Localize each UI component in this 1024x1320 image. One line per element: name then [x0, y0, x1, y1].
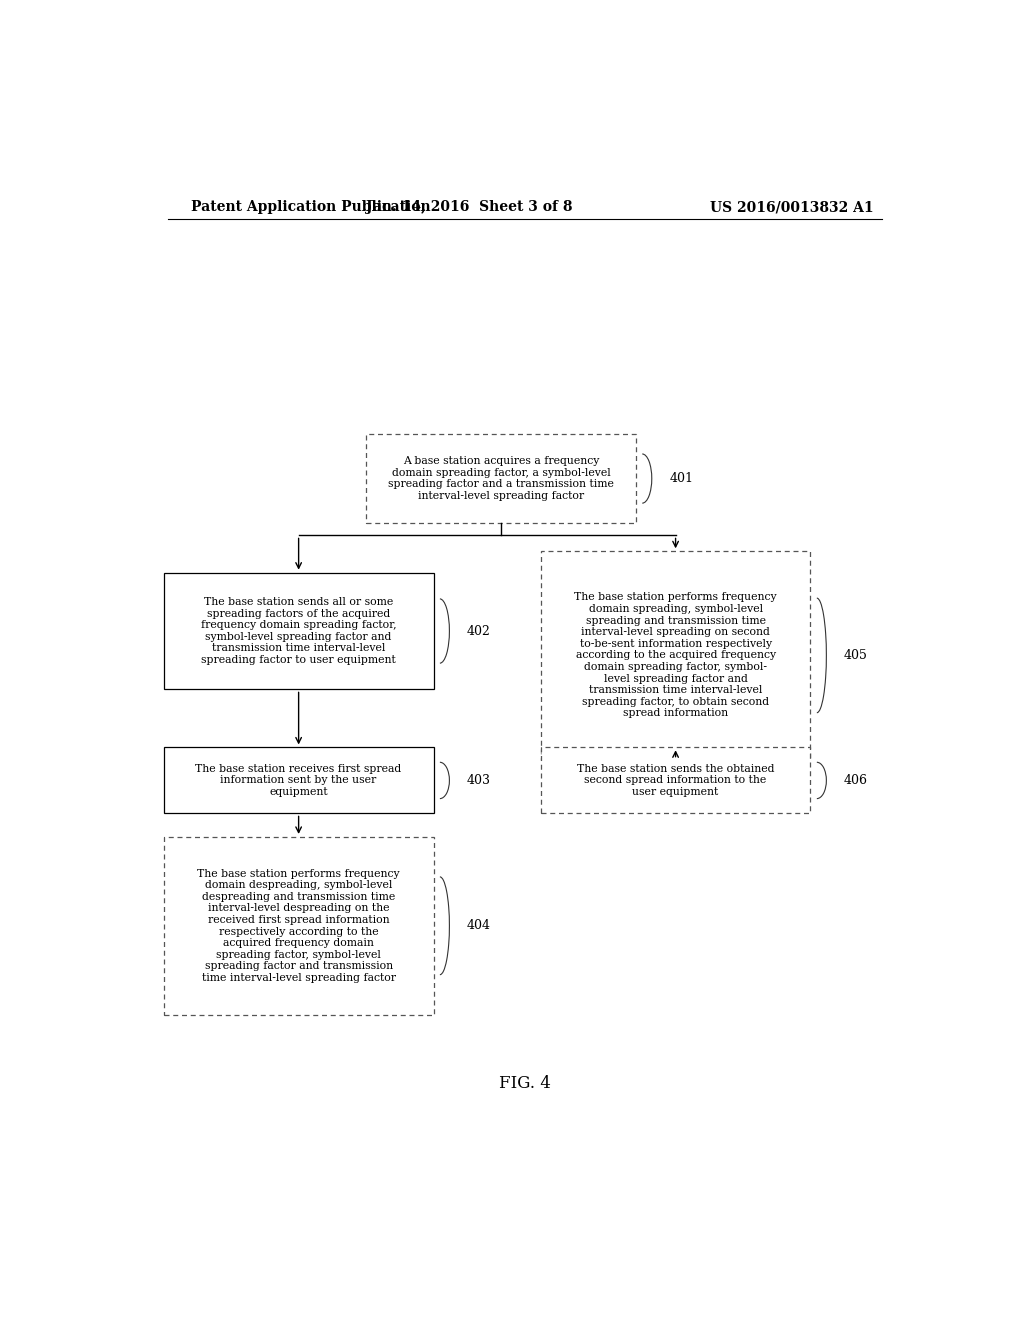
Text: The base station performs frequency
domain spreading, symbol-level
spreading and: The base station performs frequency doma… — [574, 593, 777, 718]
Text: The base station receives first spread
information sent by the user
equipment: The base station receives first spread i… — [196, 764, 401, 797]
Text: 405: 405 — [844, 649, 867, 661]
Text: 404: 404 — [467, 919, 490, 932]
Text: 402: 402 — [467, 624, 490, 638]
Text: Jan. 14, 2016  Sheet 3 of 8: Jan. 14, 2016 Sheet 3 of 8 — [366, 201, 572, 214]
Text: A base station acquires a frequency
domain spreading factor, a symbol-level
spre: A base station acquires a frequency doma… — [388, 457, 614, 502]
Text: 406: 406 — [844, 774, 867, 787]
Text: FIG. 4: FIG. 4 — [499, 1074, 551, 1092]
FancyBboxPatch shape — [366, 434, 636, 523]
Text: The base station sends all or some
spreading factors of the acquired
frequency d: The base station sends all or some sprea… — [201, 597, 396, 665]
Text: 401: 401 — [670, 473, 693, 484]
FancyBboxPatch shape — [541, 552, 810, 759]
FancyBboxPatch shape — [541, 747, 810, 813]
FancyBboxPatch shape — [164, 837, 433, 1015]
Text: The base station performs frequency
domain despreading, symbol-level
despreading: The base station performs frequency doma… — [198, 869, 400, 983]
FancyBboxPatch shape — [164, 573, 433, 689]
Text: The base station sends the obtained
second spread information to the
user equipm: The base station sends the obtained seco… — [577, 764, 774, 797]
Text: US 2016/0013832 A1: US 2016/0013832 A1 — [711, 201, 873, 214]
FancyBboxPatch shape — [164, 747, 433, 813]
Text: Patent Application Publication: Patent Application Publication — [191, 201, 431, 214]
Text: 403: 403 — [467, 774, 490, 787]
